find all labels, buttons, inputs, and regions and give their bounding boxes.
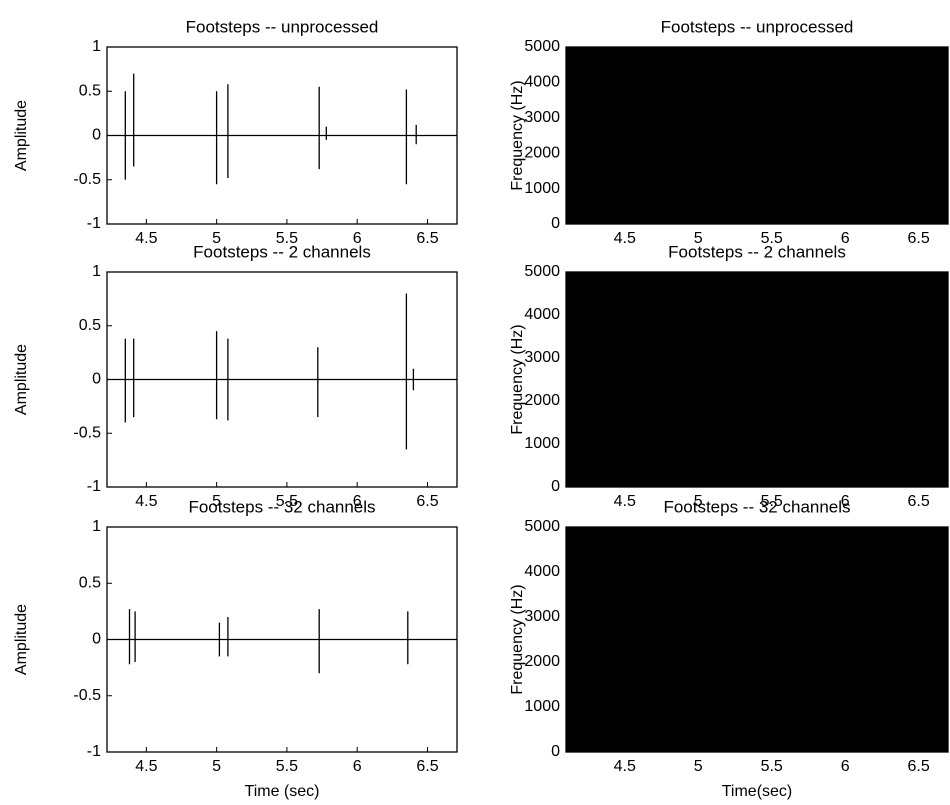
y-tick-label: 4000 xyxy=(524,306,560,323)
plot-title: Footsteps -- unprocessed xyxy=(186,17,379,36)
y-tick-label: 0 xyxy=(92,127,101,144)
x-tick-label: 5.5 xyxy=(761,758,783,775)
y-tick-label: 3000 xyxy=(524,349,560,366)
y-tick-label: 2000 xyxy=(524,144,560,161)
y-tick-label: 1 xyxy=(92,263,101,280)
spectrogram-image xyxy=(566,272,948,487)
y-tick-label: 5000 xyxy=(524,263,560,280)
x-tick-label: 4.5 xyxy=(135,493,157,510)
y-axis-label: Frequency (Hz) xyxy=(509,584,526,694)
x-tick-label: 5 xyxy=(212,493,221,510)
x-tick-label: 6 xyxy=(841,493,850,510)
x-tick-label: 6 xyxy=(353,230,362,247)
x-tick-label: 5.5 xyxy=(276,230,298,247)
axes-box xyxy=(565,46,949,225)
y-tick-label: 0 xyxy=(551,478,560,495)
y-tick-label: 0.5 xyxy=(79,82,101,99)
y-tick-label: 1000 xyxy=(524,698,560,715)
y-tick-label: 4000 xyxy=(524,563,560,580)
x-tick-label: 4.5 xyxy=(135,758,157,775)
y-tick-label: 2000 xyxy=(524,653,560,670)
x-tick-label: 4.5 xyxy=(614,758,636,775)
plot-title: Footsteps -- 2 channels xyxy=(193,242,371,261)
y-tick-label: 0 xyxy=(92,371,101,388)
y-tick-label: 0 xyxy=(92,631,101,648)
y-tick-label: 1 xyxy=(92,518,101,535)
x-tick-label: 4.5 xyxy=(135,230,157,247)
x-tick-label: 5 xyxy=(212,230,221,247)
y-tick-label: 0 xyxy=(551,743,560,760)
y-tick-label: 3000 xyxy=(524,109,560,126)
y-tick-label: 0.5 xyxy=(79,574,101,591)
y-tick-label: 2000 xyxy=(524,392,560,409)
y-tick-label: 3000 xyxy=(524,608,560,625)
y-tick-label: -1 xyxy=(87,215,101,232)
y-axis-label: Frequency (Hz) xyxy=(509,80,526,190)
plot-title: Footsteps -- 32 channels xyxy=(663,497,850,516)
y-tick-label: 0.5 xyxy=(79,317,101,334)
x-tick-label: 5.5 xyxy=(761,493,783,510)
y-tick-label: 4000 xyxy=(524,74,560,91)
x-tick-label: 6 xyxy=(353,758,362,775)
x-tick-label: 6.5 xyxy=(416,758,438,775)
y-tick-label: -0.5 xyxy=(73,171,101,188)
y-tick-label: 5000 xyxy=(524,518,560,535)
y-tick-label: -1 xyxy=(87,478,101,495)
waveform xyxy=(107,73,457,185)
x-tick-label: 6.5 xyxy=(907,758,929,775)
y-tick-label: -1 xyxy=(87,743,101,760)
x-tick-label: 6.5 xyxy=(907,230,929,247)
axes-box xyxy=(565,526,949,753)
y-tick-label: 1000 xyxy=(524,435,560,452)
plot-title: Footsteps -- unprocessed xyxy=(661,17,854,36)
x-tick-label: 6.5 xyxy=(416,493,438,510)
y-tick-label: -0.5 xyxy=(73,687,101,704)
x-tick-label: 4.5 xyxy=(614,230,636,247)
y-axis-label: Amplitude xyxy=(13,100,30,171)
x-tick-label: 6 xyxy=(353,493,362,510)
x-tick-label: 5 xyxy=(694,493,703,510)
x-tick-label: 6.5 xyxy=(907,493,929,510)
y-tick-label: 1000 xyxy=(524,180,560,197)
waveform xyxy=(107,293,457,450)
x-tick-label: 4.5 xyxy=(614,493,636,510)
spectrogram-image xyxy=(566,527,948,752)
y-tick-label: -0.5 xyxy=(73,424,101,441)
y-tick-label: 0 xyxy=(551,215,560,232)
spectrogram-image xyxy=(566,47,948,224)
y-axis-label: Amplitude xyxy=(13,604,30,675)
y-tick-label: 5000 xyxy=(524,38,560,55)
axes-box xyxy=(565,271,949,488)
waveform xyxy=(107,609,457,674)
y-axis-label: Frequency (Hz) xyxy=(509,324,526,434)
x-tick-label: 6.5 xyxy=(416,230,438,247)
x-tick-label: 5 xyxy=(212,758,221,775)
plot-title: Footsteps -- 2 channels xyxy=(668,242,846,261)
x-axis-label: Time (sec) xyxy=(245,783,320,800)
y-tick-label: 1 xyxy=(92,38,101,55)
x-tick-label: 5.5 xyxy=(276,758,298,775)
x-tick-label: 5.5 xyxy=(761,230,783,247)
x-tick-label: 5 xyxy=(694,230,703,247)
x-tick-label: 5 xyxy=(694,758,703,775)
x-tick-label: 6 xyxy=(841,230,850,247)
x-axis-label: Time(sec) xyxy=(722,783,793,800)
x-tick-label: 6 xyxy=(841,758,850,775)
plot-title: Footsteps -- 32 channels xyxy=(188,497,375,516)
x-tick-label: 5.5 xyxy=(276,493,298,510)
y-axis-label: Amplitude xyxy=(13,344,30,415)
